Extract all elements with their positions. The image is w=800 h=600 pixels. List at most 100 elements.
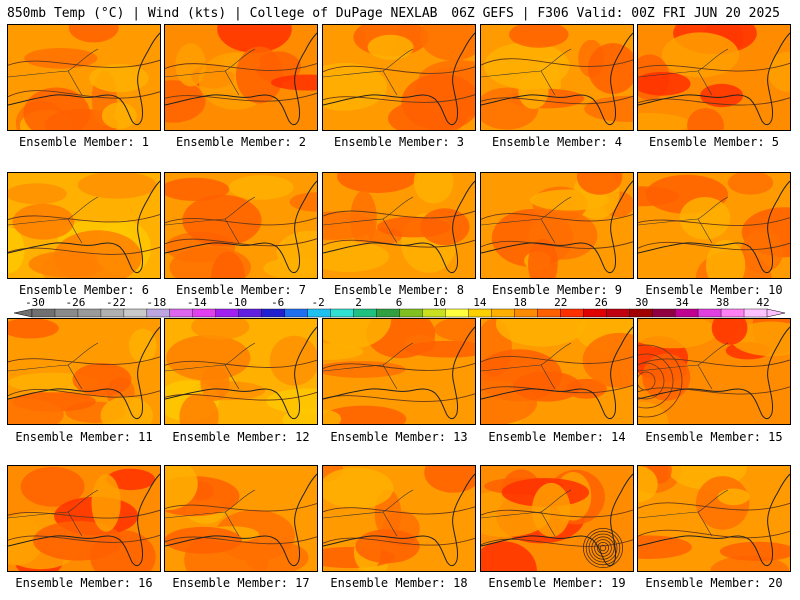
isoline [8, 246, 160, 255]
temperature-shading [211, 251, 245, 278]
temperature-field [638, 25, 790, 130]
temperature-field [323, 25, 475, 130]
temperature-field [165, 173, 317, 278]
temperature-shading [270, 74, 317, 91]
temperature-shading [434, 319, 475, 342]
isoline [638, 241, 790, 251]
temperature-shading [175, 43, 206, 87]
state-border [638, 489, 729, 537]
temperature-field [323, 466, 475, 571]
coastline [165, 180, 317, 274]
temperature-shading [91, 474, 121, 532]
ensemble-member-label: Ensemble Member: 5 [648, 135, 780, 149]
temperature-field [8, 319, 160, 424]
ensemble-member-map [164, 172, 318, 279]
colorbar-swatch [422, 308, 446, 318]
colorbar-tick-label: -14 [186, 296, 207, 309]
isoline [323, 393, 475, 402]
ensemble-member-label: Ensemble Member: 19 [488, 576, 626, 590]
temperature-field [481, 319, 633, 424]
state-border [8, 342, 99, 390]
temperature-field [8, 466, 160, 571]
temperature-shading [200, 365, 230, 401]
low-pressure-isobar [638, 371, 656, 391]
temperature-shading [12, 203, 75, 240]
colorbar-tick-label: 2 [355, 296, 362, 309]
colorbar-tick-label: 18 [513, 296, 527, 309]
colorbar-swatch [560, 308, 584, 318]
colorbar-swatch [146, 308, 171, 318]
isoline [481, 213, 633, 222]
state-border [481, 489, 572, 537]
temperature-shading [638, 466, 658, 503]
temperature-shading [128, 328, 157, 363]
state-border [165, 196, 256, 244]
coastline [165, 32, 317, 126]
colorbar-tick-label: 26 [594, 296, 608, 309]
colorbar-swatch [399, 308, 423, 318]
isoline [481, 95, 633, 105]
temperature-shading [323, 361, 406, 378]
temperature-shading [740, 231, 784, 273]
temperature-shading [323, 467, 394, 509]
colorbar-swatch [537, 308, 561, 318]
temperature-shading [711, 319, 748, 345]
coastline [481, 473, 633, 567]
temperature-shading [23, 87, 90, 130]
state-border [481, 342, 572, 390]
coastline [323, 32, 475, 126]
colorbar-swatch [491, 308, 515, 318]
isoline [323, 363, 475, 371]
coastline [165, 473, 317, 567]
ensemble-member-map [480, 24, 634, 131]
low-pressure-isobar [591, 536, 615, 560]
ensemble-member-label: Ensemble Member: 10 [645, 283, 783, 297]
ensemble-member-map [480, 465, 634, 572]
colorbar-tick-label: 10 [432, 296, 447, 309]
colorbar-tick-label: -6 [271, 296, 285, 309]
isoline [481, 509, 633, 518]
temperature-field [638, 466, 790, 571]
state-border [323, 48, 414, 96]
isoline [165, 391, 317, 401]
temperature-shading [217, 25, 292, 53]
colorbar-swatch [353, 308, 378, 318]
temperature-shading [20, 466, 85, 507]
ensemble-member-map [322, 465, 476, 572]
low-pressure-isobar [583, 528, 624, 569]
ensemble-member-map [322, 172, 476, 279]
temperature-shading [101, 102, 137, 129]
coastline [638, 473, 790, 567]
temperature-shading [405, 340, 475, 358]
colorbar-tick-label: -18 [146, 296, 167, 309]
temperature-field [8, 25, 160, 130]
temperature-shading [350, 190, 377, 247]
isoline [8, 356, 160, 365]
ensemble-member-map [637, 318, 791, 425]
isoline [481, 240, 633, 249]
temperature-shading [717, 488, 750, 506]
state-border [323, 196, 414, 244]
temperature-shading [179, 393, 219, 424]
colorbar-tick-label: 6 [395, 296, 403, 309]
temperature-shading [89, 64, 149, 93]
ensemble-member-map [164, 318, 318, 425]
state-border [8, 489, 99, 537]
colorbar-swatch [215, 308, 240, 318]
temperature-field [638, 173, 790, 278]
colorbar-swatch [583, 308, 607, 318]
coastline [323, 180, 475, 274]
temperature-shading [165, 526, 242, 554]
temperature-shading [679, 197, 731, 240]
colorbar-swatch [720, 308, 745, 318]
temperature-field [323, 173, 475, 278]
temperature-field [481, 466, 633, 571]
colorbar-swatch [307, 308, 332, 318]
temperature-shading [700, 83, 744, 108]
temperature-shading [165, 177, 230, 201]
temperature-shading [587, 43, 633, 94]
colorbar-swatch [123, 308, 148, 318]
temperature-shading [106, 468, 156, 491]
coastline [165, 326, 317, 420]
low-pressure-isobar [638, 353, 674, 409]
